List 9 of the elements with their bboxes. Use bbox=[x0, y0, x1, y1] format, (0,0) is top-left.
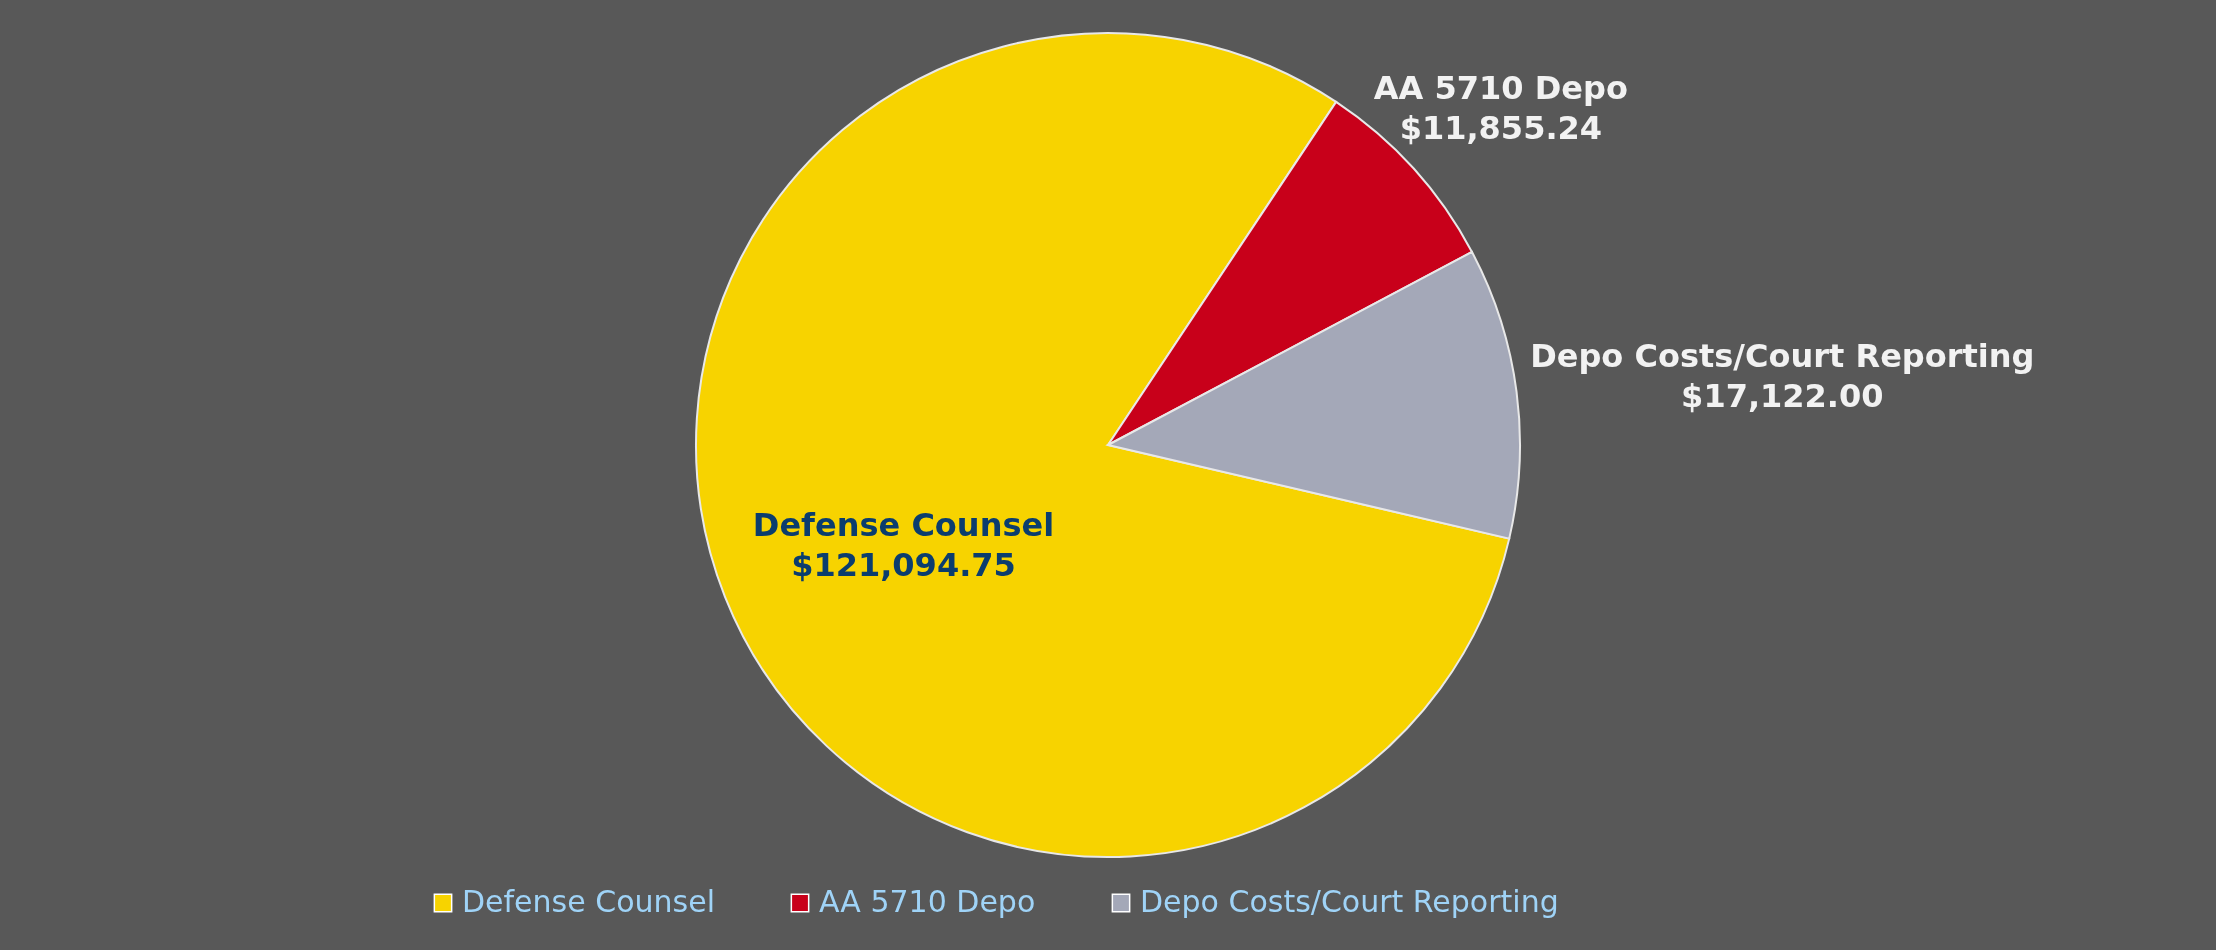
legend-label: AA 5710 Depo bbox=[819, 884, 1036, 919]
slice-label: Defense Counsel bbox=[752, 506, 1055, 545]
data-label: $121,094.75 bbox=[791, 546, 1016, 585]
slice-label: AA 5710 Depo bbox=[1373, 69, 1628, 108]
slice-label: Depo Costs/Court Reporting bbox=[1530, 337, 2035, 376]
data-label: $17,122.00 bbox=[1681, 377, 1884, 416]
legend-label: Depo Costs/Court Reporting bbox=[1140, 884, 1559, 919]
data-label: $11,855.24 bbox=[1399, 109, 1603, 148]
legend-label: Defense Counsel bbox=[462, 884, 715, 919]
